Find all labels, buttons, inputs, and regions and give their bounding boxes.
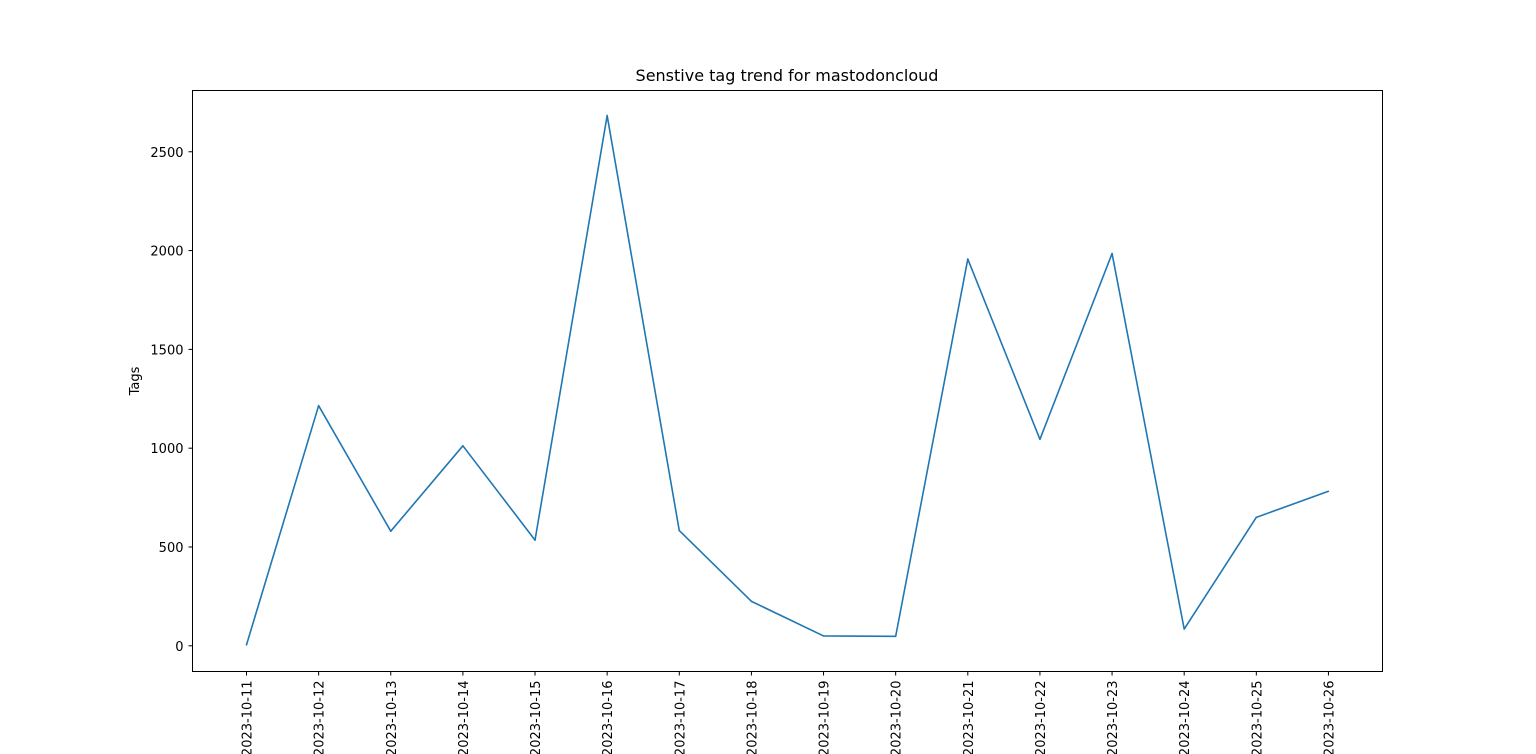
data-point (967, 258, 969, 260)
x-tick-label: 2023-10-21 (962, 681, 977, 754)
plot-frame (192, 90, 1383, 672)
data-point (534, 539, 536, 541)
data-point (1255, 516, 1258, 519)
y-tick-label: 500 (159, 541, 184, 556)
x-tick-label: 2023-10-20 (890, 681, 905, 754)
data-point (389, 530, 392, 532)
data-point (606, 114, 608, 117)
y-tick-label: 0 (175, 640, 183, 655)
data-point (462, 445, 464, 447)
y-axis: 0 500 1000 1500 2000 2500 (150, 146, 193, 655)
x-tick-label: 2023-10-16 (601, 681, 616, 754)
x-tick-label: 2023-10-26 (1322, 681, 1337, 754)
y-axis-label: Tags (128, 366, 143, 396)
x-tick-label: 2023-10-17 (673, 681, 688, 754)
x-tick-label: 2023-10-15 (529, 681, 544, 754)
data-point (894, 635, 897, 638)
y-tick-label: 2500 (150, 146, 183, 161)
data-point (1183, 628, 1185, 630)
x-tick-label: 2023-10-18 (745, 681, 760, 754)
x-tick-label: 2023-10-19 (818, 681, 833, 754)
plot-area (245, 114, 1330, 646)
x-tick-label: 2023-10-12 (313, 681, 328, 754)
data-point (822, 635, 825, 637)
data-point (678, 529, 681, 532)
x-tick-label: 2023-10-11 (241, 681, 256, 754)
x-tick-label: 2023-10-24 (1178, 681, 1193, 754)
x-tick-label: 2023-10-14 (457, 681, 472, 754)
x-axis: 2023-10-11 2023-10-12 2023-10-13 2023-10-14… (241, 671, 1337, 754)
data-point (1039, 438, 1041, 441)
data-point (1327, 490, 1330, 493)
data-point (245, 644, 248, 646)
chart-title: Senstive tag trend for mastodoncloud (636, 66, 939, 85)
y-tick-label: 1000 (150, 442, 183, 457)
y-tick-label: 1500 (150, 343, 183, 358)
data-point (750, 600, 753, 603)
series-line (245, 114, 1329, 646)
data-point (317, 404, 320, 407)
y-tick-label: 2000 (150, 245, 183, 260)
data-point (1111, 252, 1113, 255)
x-tick-label: 2023-10-13 (385, 681, 400, 754)
x-tick-label: 2023-10-22 (1034, 681, 1049, 754)
x-tick-label: 2023-10-25 (1250, 681, 1265, 754)
x-tick-label: 2023-10-23 (1106, 681, 1121, 754)
